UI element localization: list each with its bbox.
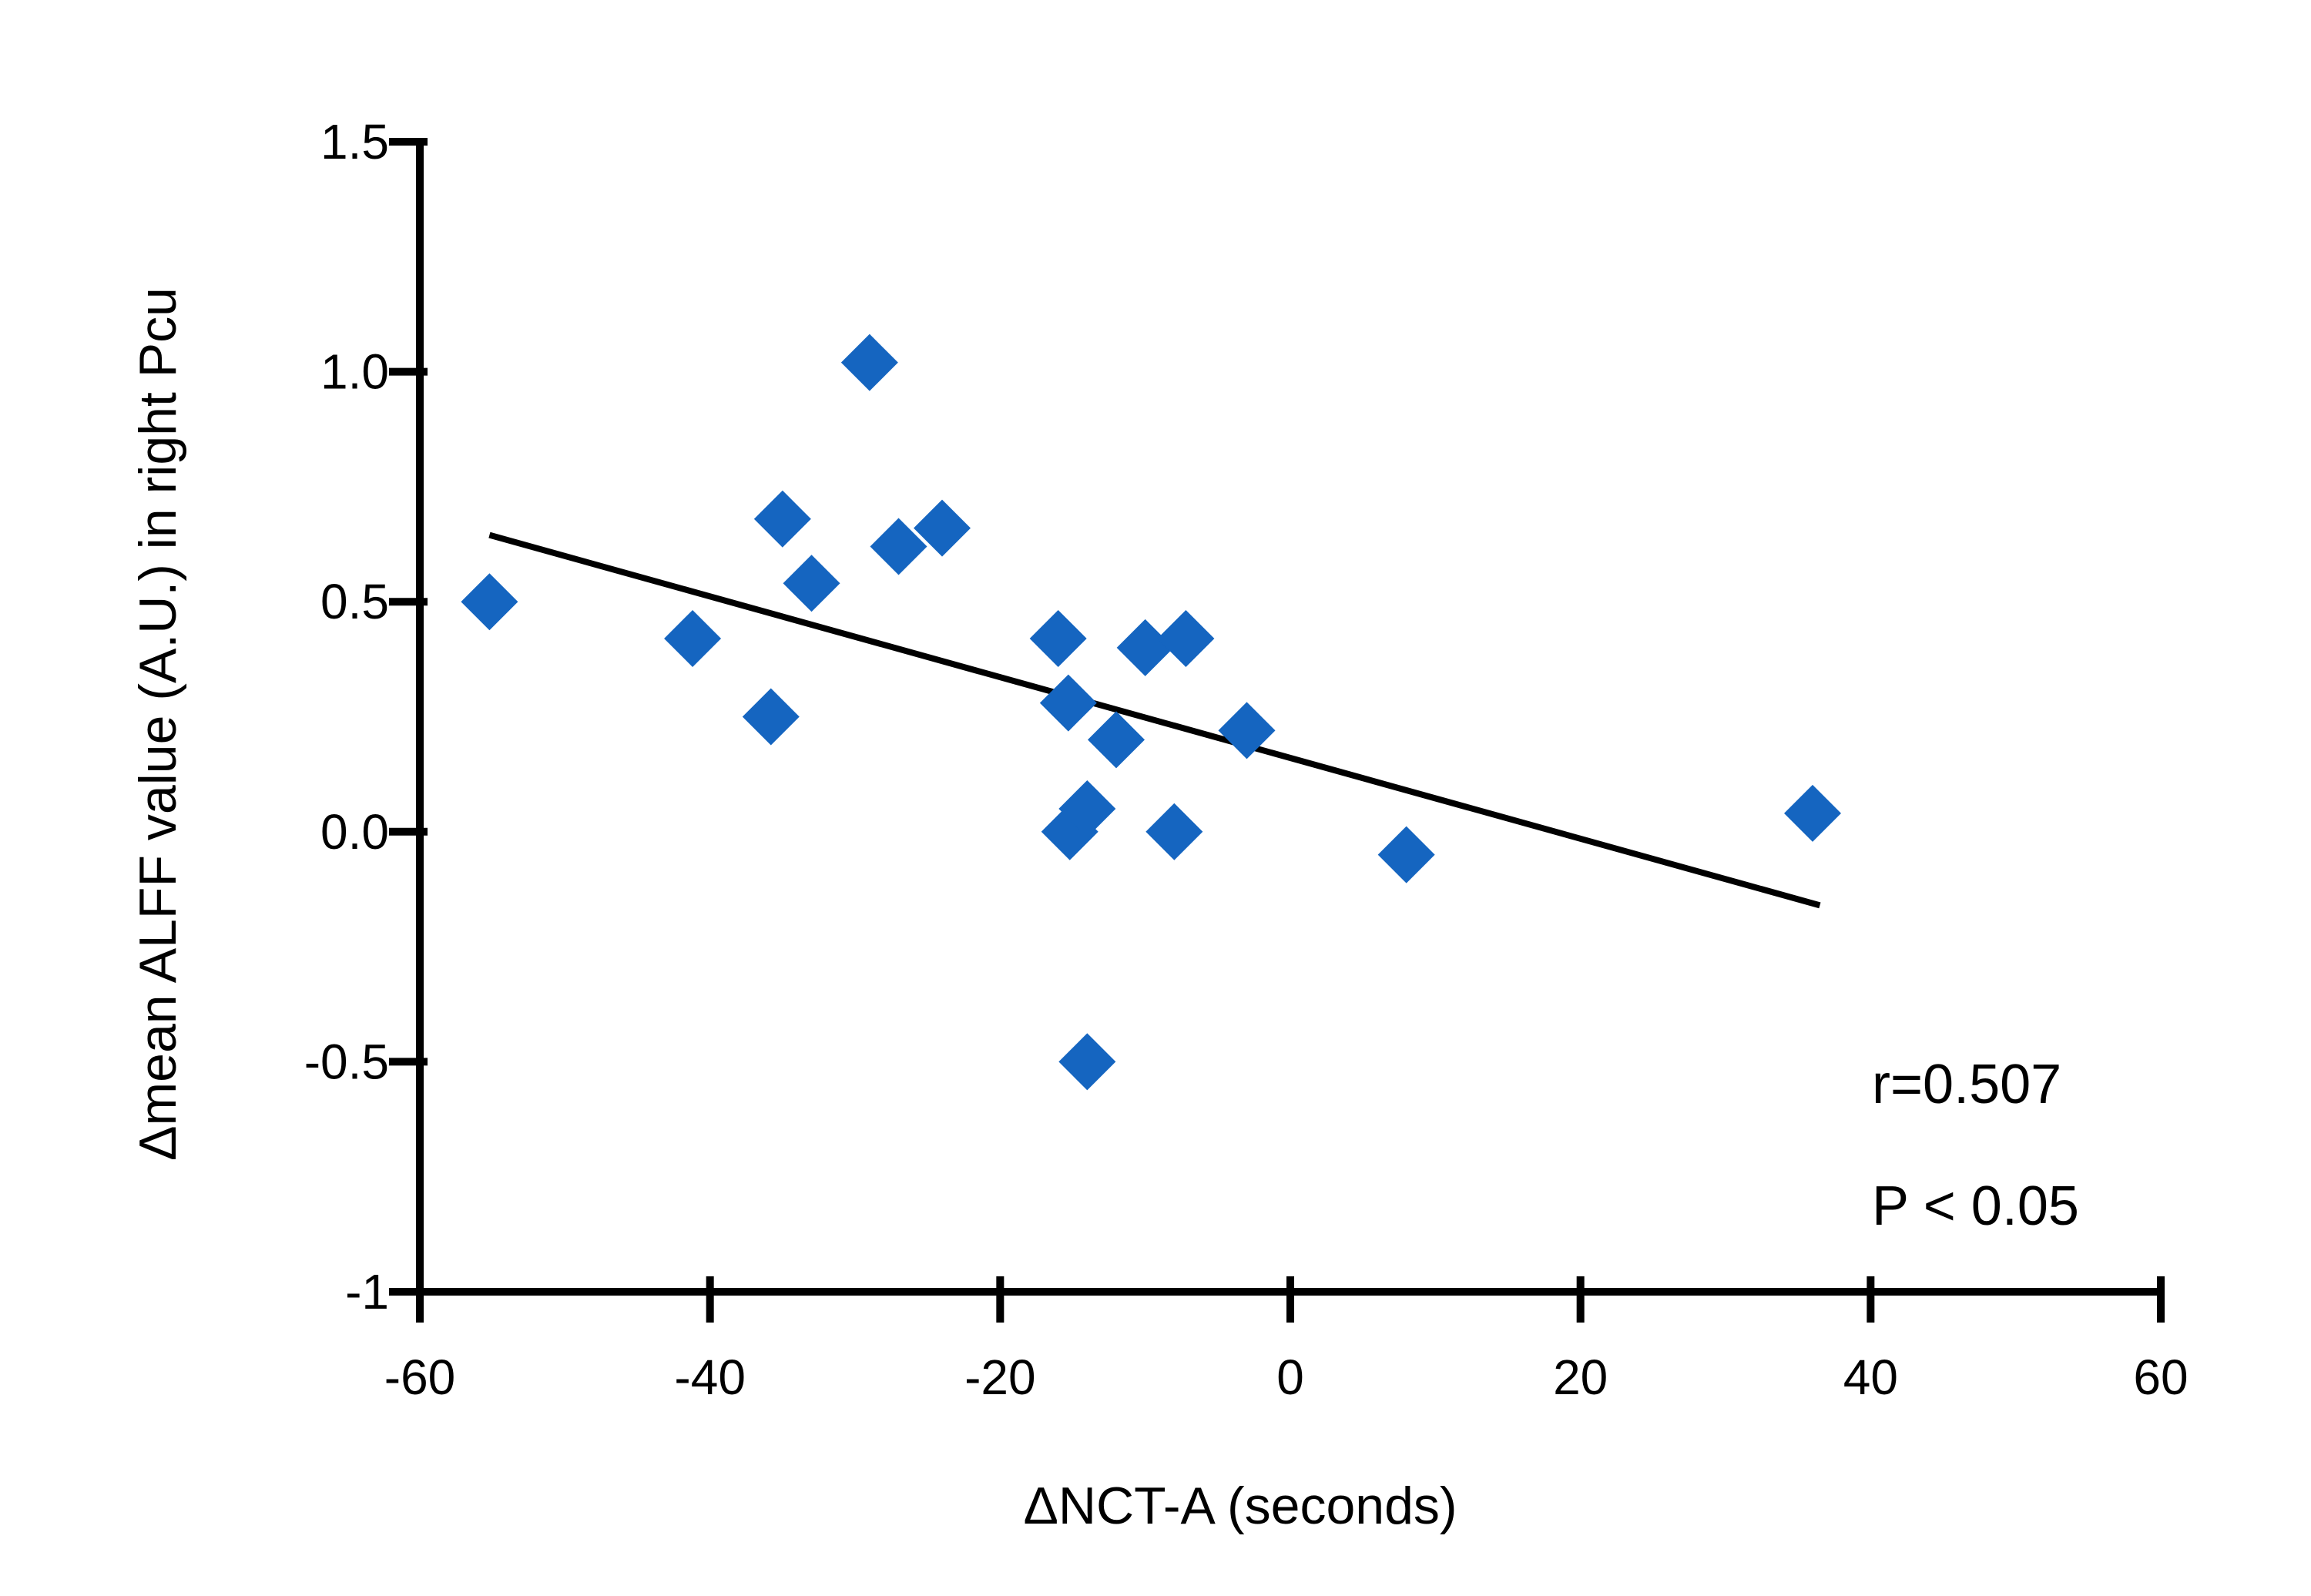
data-point (1145, 803, 1203, 860)
data-point (1784, 784, 1841, 842)
y-tick-label: -0.5 (304, 1034, 389, 1089)
data-points (461, 334, 1841, 1091)
data-point (664, 609, 722, 667)
data-point (461, 573, 518, 631)
data-point (1088, 711, 1145, 769)
x-tick-label: 40 (1843, 1350, 1898, 1405)
x-tick-label: 60 (2133, 1350, 2188, 1405)
regression-line (488, 531, 1821, 909)
data-point (1039, 674, 1097, 732)
data-point (914, 499, 971, 557)
x-tick-label: -60 (384, 1350, 456, 1405)
data-point (1058, 1033, 1116, 1091)
x-tick-label: -40 (674, 1350, 746, 1405)
y-tick-label: 1.5 (320, 114, 389, 169)
y-tick-label: 0.0 (320, 804, 389, 860)
data-point (1218, 702, 1276, 759)
p-value-annotation: P < 0.05 (1872, 1175, 2079, 1237)
correlation-annotation: r=0.507 (1872, 1054, 2061, 1115)
x-axis-title: ΔNCT-A (seconds) (1023, 1477, 1457, 1535)
y-tick-label: 0.5 (320, 574, 389, 629)
data-point (1157, 609, 1215, 667)
x-tick-label: -20 (964, 1350, 1036, 1405)
data-point (742, 688, 800, 746)
y-ticks: 1.5 1.0 0.5 0.0 -0.5 -1 (304, 114, 428, 1319)
data-point (840, 334, 898, 391)
axes (416, 139, 2165, 1296)
y-axis-title: Δmean ALFF value (A.U.) in right Pcu (129, 287, 187, 1161)
x-tick-label: 20 (1553, 1350, 1608, 1405)
data-point (783, 555, 840, 612)
x-ticks: -60 -40 -20 0 20 40 60 (384, 1276, 2189, 1405)
data-point (1116, 619, 1174, 676)
data-point (1377, 826, 1435, 884)
data-point (1058, 780, 1116, 837)
x-tick-label: 0 (1276, 1350, 1304, 1405)
y-tick-label: 1.0 (320, 344, 389, 400)
data-point (753, 490, 811, 548)
y-tick-label: -1 (345, 1264, 389, 1319)
data-point (870, 518, 927, 575)
data-point (1029, 609, 1087, 667)
